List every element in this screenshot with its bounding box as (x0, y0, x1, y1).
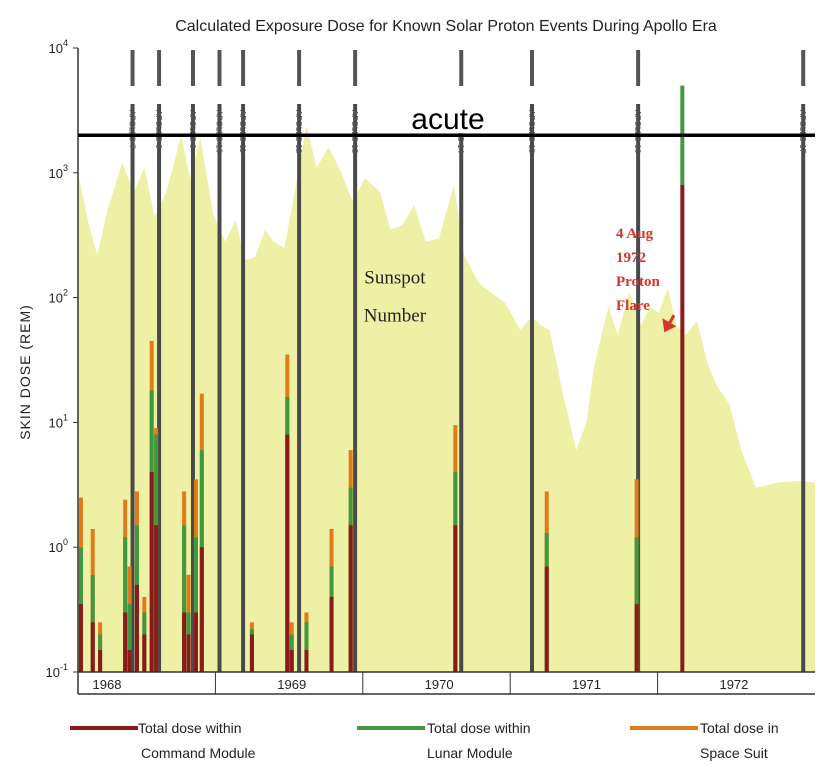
sunspot-number-annotation: Sunspot (364, 267, 426, 288)
dose-bar-command-module (544, 566, 549, 672)
dose-bar-command-module (285, 434, 290, 672)
y-tick-label: 102 (49, 288, 68, 306)
mission-label: APOLLO 9 (188, 110, 197, 149)
flare-arrow-head (662, 318, 677, 333)
proton-flare-annotation: Proton (616, 274, 661, 290)
dose-bar-lunar-module (193, 537, 198, 672)
mission-label: APOLLO 7 (128, 110, 137, 149)
dose-bar-lunar-module (304, 622, 309, 672)
dose-bar-command-module (329, 596, 334, 672)
year-label: 1971 (572, 677, 601, 692)
y-tick-base: 10 (49, 291, 63, 306)
y-tick-base: 10 (49, 166, 63, 181)
acute-label: acute (411, 103, 484, 136)
dose-bar-command-module (98, 650, 103, 672)
year-label: 1970 (425, 677, 454, 692)
y-tick-base: 10 (49, 415, 63, 430)
y-tick-exponent: 2 (63, 288, 68, 298)
y-tick-base: 10 (46, 665, 60, 680)
flare-bar-command-module (680, 184, 685, 673)
dose-bar-command-module (127, 650, 132, 672)
proton-flare-annotation: 4 Aug (616, 226, 654, 242)
dose-bar-command-module (90, 622, 95, 672)
y-tick-exponent: -1 (60, 662, 68, 672)
mission-label: APOLLO 12 (294, 110, 303, 154)
legend-label: Total dose within (427, 720, 531, 736)
dose-bar-command-module (249, 634, 254, 672)
acute-label-bg (388, 103, 508, 134)
dose-bar-command-module (199, 547, 204, 672)
dose-bar-command-module (348, 525, 353, 672)
mission-label: APOLLO 13 (350, 110, 359, 154)
year-label: 1968 (93, 677, 122, 692)
mission-label: APOLLO 10 (215, 110, 224, 154)
year-label: 1969 (277, 677, 306, 692)
dose-bar-command-module (123, 612, 128, 672)
dose-bar-command-module (193, 612, 198, 672)
mission-label: APOLLO 11 (238, 110, 247, 153)
dose-bar-command-module (634, 604, 639, 672)
dose-bar-lunar-module (127, 604, 132, 672)
dose-bar-lunar-module (123, 537, 128, 672)
legend-label: Space Suit (700, 745, 768, 761)
mission-label: APOLLO 16 (633, 110, 642, 154)
y-tick-label: 101 (49, 412, 68, 430)
dose-bar-command-module (142, 634, 147, 672)
dose-bar-command-module (453, 525, 458, 672)
dose-bar-command-module (182, 612, 187, 672)
mission-label: APOLLO 17 (798, 110, 807, 154)
legend-label: Total dose in (700, 720, 779, 736)
chart-title: Calculated Exposure Dose for Known Solar… (175, 18, 717, 35)
dose-bar-command-module (186, 634, 191, 672)
dose-bar-command-module (289, 650, 294, 672)
y-axis-label: SKIN DOSE (REM) (17, 304, 33, 440)
year-label: 1972 (719, 677, 748, 692)
proton-flare-annotation: Flare (616, 298, 650, 314)
mission-label: APOLLO 15 (527, 110, 536, 154)
y-tick-label: 10-1 (46, 662, 68, 680)
y-tick-label: 103 (49, 163, 68, 181)
dose-bar-command-module (134, 584, 139, 672)
legend-label: Command Module (141, 745, 256, 761)
sunspot-number-annotation: Number (364, 305, 427, 326)
dose-bar-lunar-module (182, 525, 187, 672)
sunspot-area (78, 125, 815, 673)
legend-label: Lunar Module (427, 745, 513, 761)
y-tick-exponent: 4 (63, 38, 68, 48)
y-tick-label: 100 (49, 537, 68, 555)
mission-label: APOLLO 8 (154, 110, 163, 149)
y-tick-base: 10 (49, 41, 63, 56)
dose-bar-command-module (149, 472, 154, 672)
dose-bar-command-module (154, 525, 159, 672)
y-tick-exponent: 3 (63, 163, 68, 173)
y-tick-exponent: 0 (63, 537, 68, 547)
proton-flare-annotation: 1972 (616, 250, 646, 266)
y-tick-exponent: 1 (63, 412, 68, 422)
legend-label: Total dose within (138, 720, 242, 736)
dose-bar-command-module (304, 650, 309, 672)
y-tick-base: 10 (49, 540, 63, 555)
y-tick-label: 104 (49, 38, 68, 56)
dose-bar-command-module (78, 604, 83, 672)
